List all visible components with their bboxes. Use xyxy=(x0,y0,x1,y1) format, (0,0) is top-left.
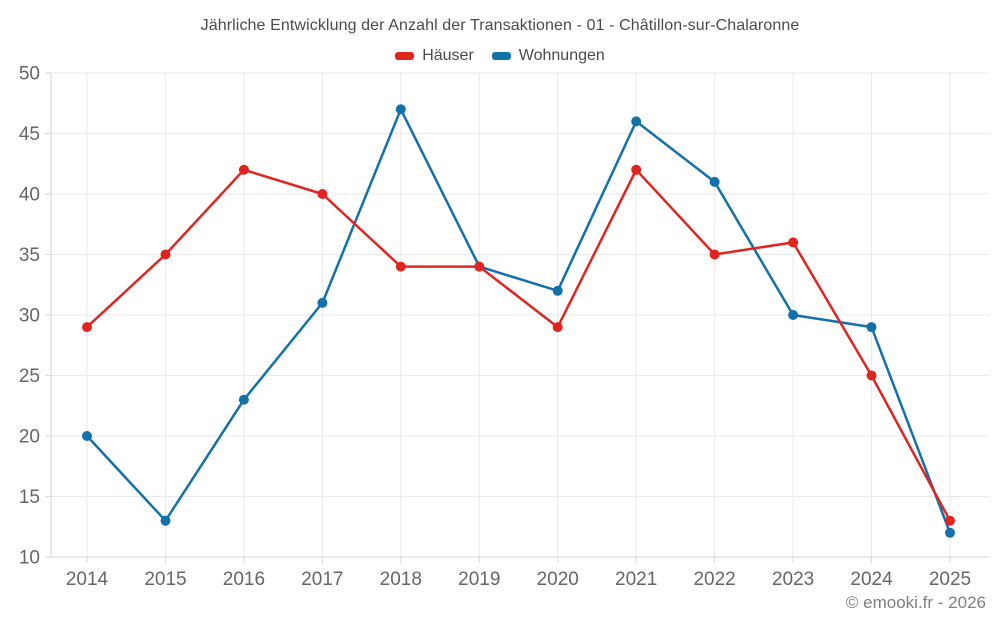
legend-item-haeuser[interactable]: Häuser xyxy=(395,47,474,65)
y-tick-label: 10 xyxy=(19,548,40,569)
legend-label-haeuser: Häuser xyxy=(422,47,474,64)
x-tick-label: 2023 xyxy=(772,569,814,590)
x-tick-label: 2018 xyxy=(380,569,422,590)
data-point-wohnungen-2020 xyxy=(552,285,563,296)
x-tick-label: 2020 xyxy=(537,569,579,590)
data-point-wohnungen-2017 xyxy=(317,297,328,308)
data-point-haeuser-2019 xyxy=(474,261,485,272)
x-tick-label: 2025 xyxy=(929,569,971,590)
x-tick-label: 2022 xyxy=(693,569,735,590)
data-point-wohnungen-2024 xyxy=(866,322,877,333)
wohnungen-line xyxy=(85,108,952,535)
data-point-haeuser-2022 xyxy=(709,249,720,260)
data-point-wohnungen-2015 xyxy=(160,515,171,526)
chart-title: Jährliche Entwicklung der Anzahl der Tra… xyxy=(200,17,800,34)
y-tick-label: 40 xyxy=(19,185,40,206)
data-point-wohnungen-2021 xyxy=(631,116,642,127)
legend-swatch-wohnungen-icon xyxy=(491,52,511,60)
data-point-haeuser-2014 xyxy=(82,322,92,333)
y-tick-label: 15 xyxy=(19,487,40,508)
data-point-haeuser-2017 xyxy=(317,189,328,199)
data-point-wohnungen-2016 xyxy=(238,394,249,405)
data-point-haeuser-2020 xyxy=(552,322,563,333)
data-point-haeuser-2018 xyxy=(395,261,406,272)
data-point-haeuser-2015 xyxy=(160,249,171,260)
data-point-haeuser-2025 xyxy=(945,515,955,526)
data-point-wohnungen-2022 xyxy=(709,176,720,187)
x-tick-label: 2021 xyxy=(615,569,657,590)
data-point-haeuser-2024 xyxy=(866,370,877,381)
data-point-wohnungen-2023 xyxy=(788,310,799,320)
chart-legend: Häuser Wohnungen xyxy=(0,47,1000,65)
legend-item-wohnungen[interactable]: Wohnungen xyxy=(491,47,605,65)
y-tick-label: 35 xyxy=(19,245,40,266)
x-tick-label: 2024 xyxy=(850,569,893,590)
y-tick-label: 20 xyxy=(19,427,40,448)
data-point-haeuser-2021 xyxy=(631,164,642,175)
data-point-wohnungen-2014 xyxy=(82,431,92,441)
x-tick-label: 2019 xyxy=(458,569,500,590)
x-tick-label: 2017 xyxy=(301,569,343,590)
data-point-wohnungen-2025 xyxy=(945,527,955,538)
y-tick-label: 30 xyxy=(19,306,40,327)
data-point-wohnungen-2018 xyxy=(395,104,406,115)
legend-label-wohnungen: Wohnungen xyxy=(518,47,605,64)
x-tick-label: 2016 xyxy=(223,569,265,590)
data-point-haeuser-2023 xyxy=(788,237,799,248)
y-tick-label: 50 xyxy=(19,64,40,85)
x-tick-label: 2015 xyxy=(144,569,186,590)
copyright-text: © emooki.fr - 2026 xyxy=(845,593,986,612)
haeuser-line xyxy=(85,168,952,522)
legend-swatch-haeuser-icon xyxy=(395,52,415,60)
x-tick-label: 2014 xyxy=(66,569,109,590)
data-point-haeuser-2016 xyxy=(238,164,249,175)
y-tick-label: 25 xyxy=(19,366,40,387)
y-tick-label: 45 xyxy=(19,124,40,145)
